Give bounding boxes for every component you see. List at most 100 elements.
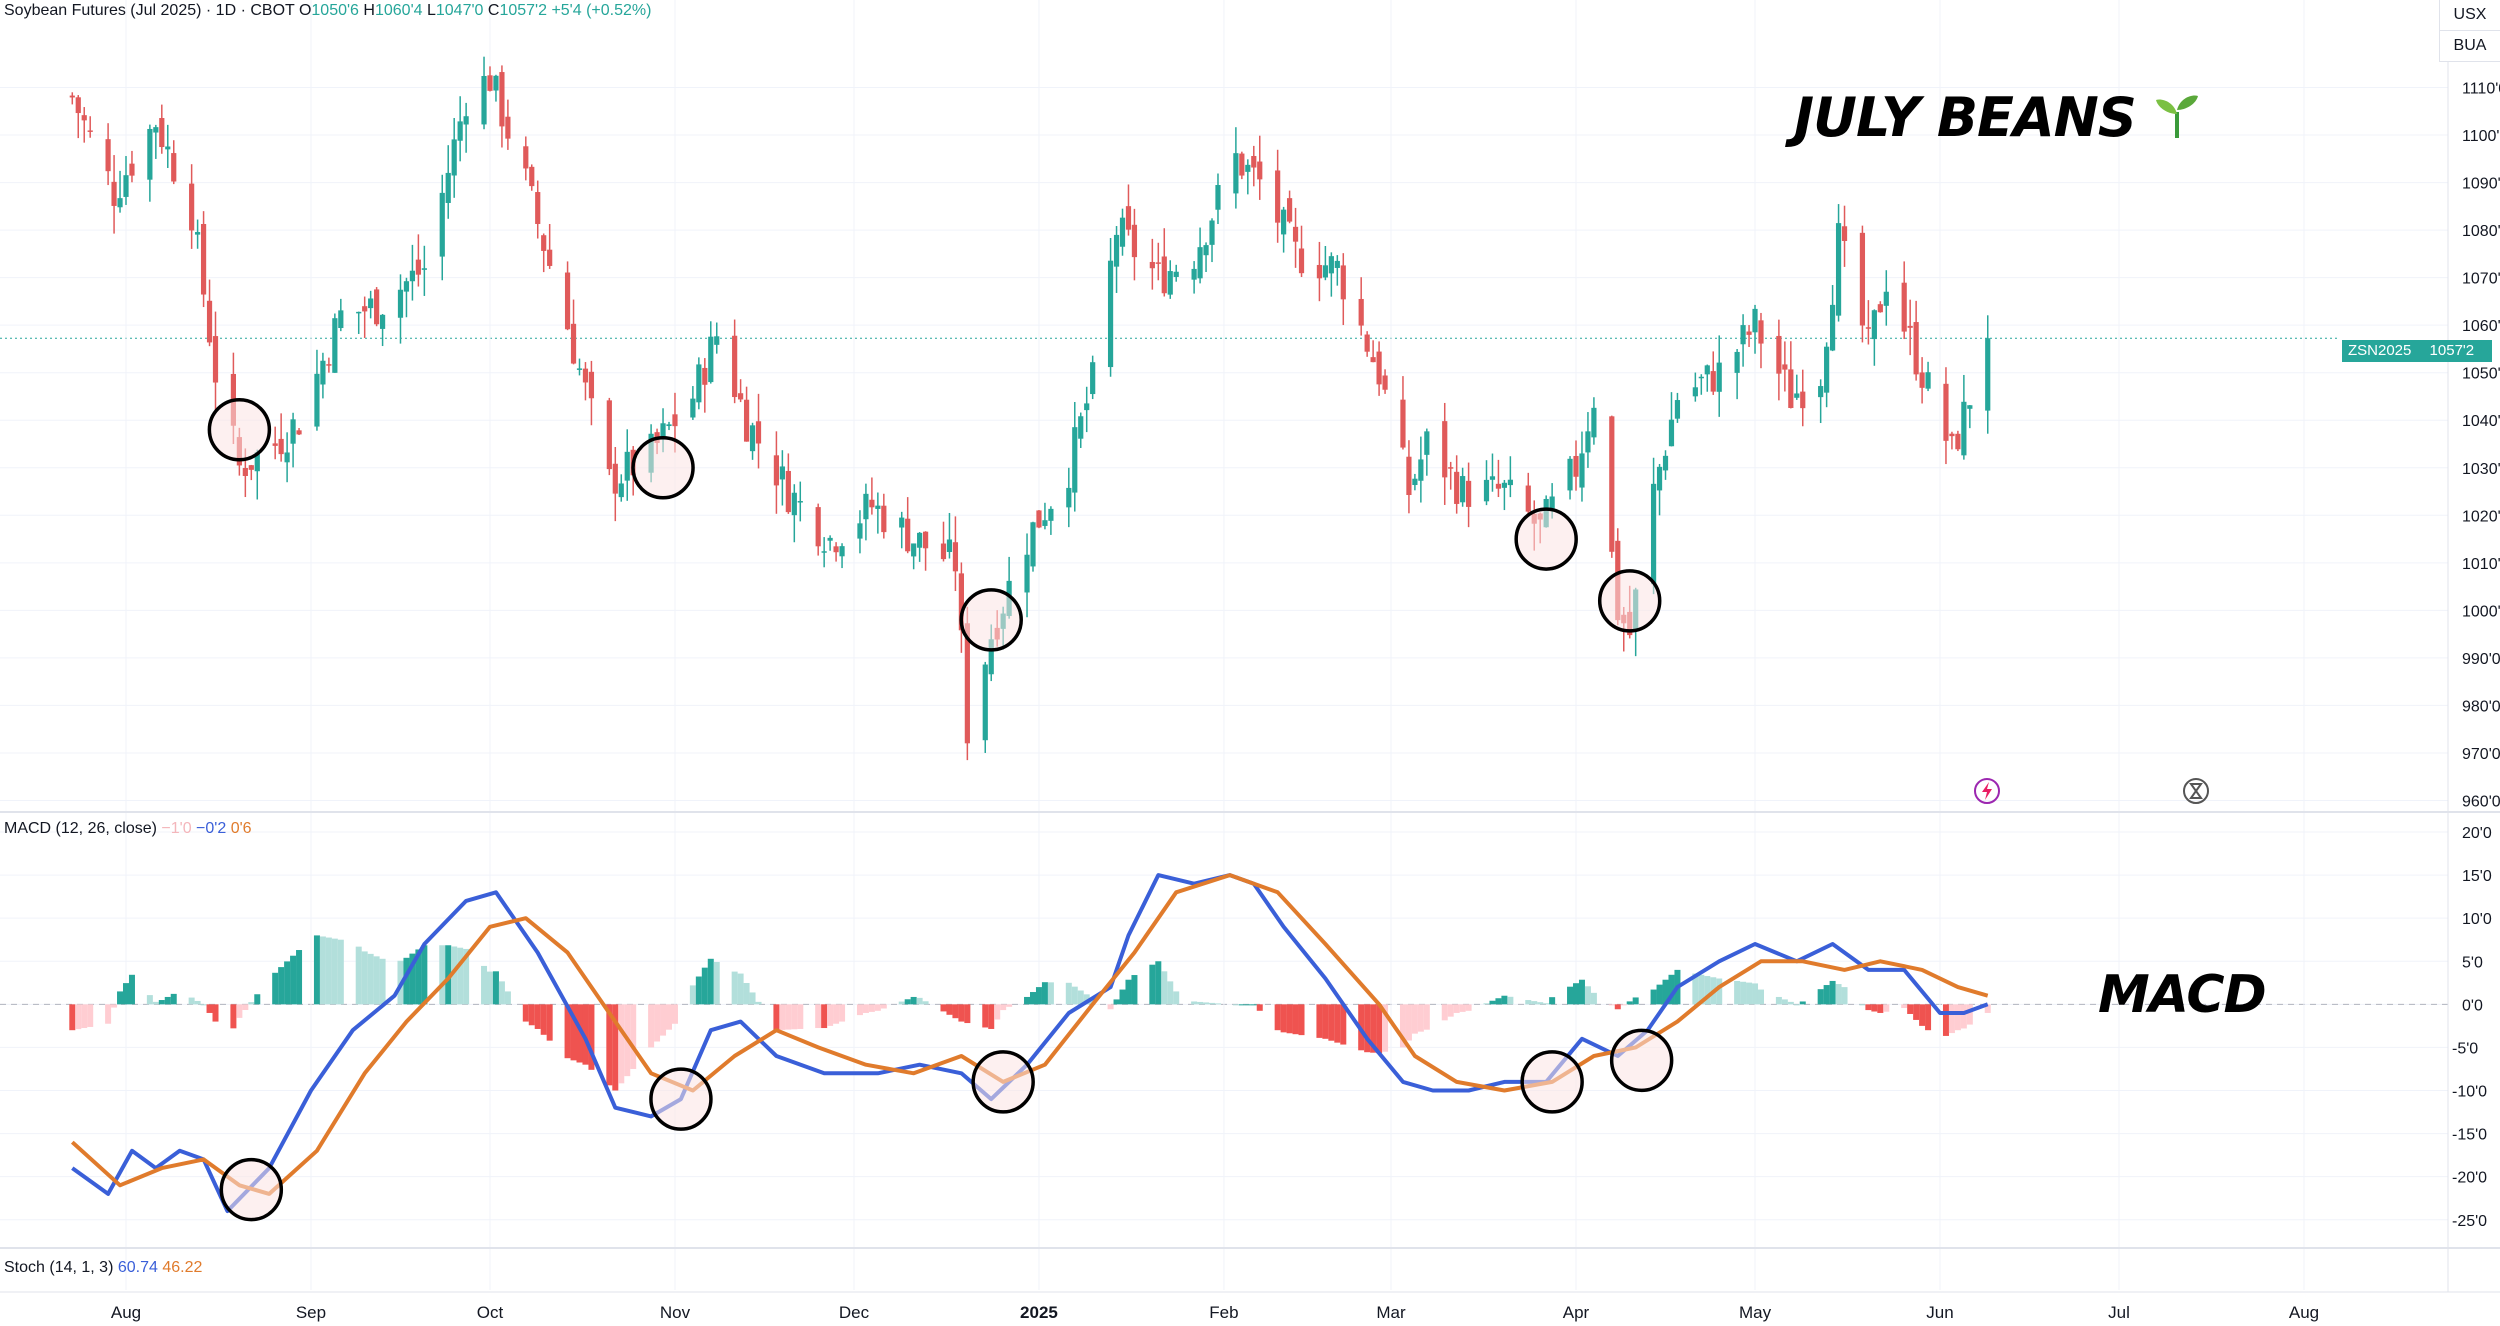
candle-body (1400, 399, 1406, 448)
candle-body (374, 289, 380, 325)
histogram-bar (1405, 1004, 1412, 1041)
candle-body (1841, 226, 1848, 242)
histogram-bar (1441, 1004, 1448, 1021)
candle-body (356, 311, 362, 314)
histogram-bar (1256, 1004, 1263, 1011)
price-tick-label: 1090'0 (2462, 176, 2500, 193)
close-label: C (487, 2, 500, 19)
pane-separators (0, 0, 2500, 1293)
histogram-bar (1203, 1002, 1210, 1005)
histogram-bar (666, 1004, 673, 1030)
sprout-icon (2155, 95, 2198, 138)
histogram-bar (278, 967, 285, 1005)
time-axis[interactable]: Aug Sep Oct Nov Dec 2025 Feb Mar Apr May Jun Jul Aug (111, 1303, 2319, 1322)
histogram-bar (1608, 1004, 1615, 1006)
histogram-bar (994, 1004, 1001, 1020)
histogram-bar (1214, 1003, 1221, 1005)
highlight-circle (207, 398, 272, 462)
histogram-bar (755, 1001, 762, 1005)
price-tick-label: 980'0 (2462, 698, 2500, 715)
histogram-bar (1752, 983, 1759, 1005)
candle-body (409, 270, 416, 282)
last-price-tag: ZSN2025 1057'2 (2342, 340, 2492, 362)
histogram-bar (1161, 971, 1168, 1005)
candle-body (69, 95, 75, 98)
highlight-circle (971, 1050, 1035, 1114)
stoch-legend[interactable]: Stoch (14, 1, 3) 60.74 46.22 (4, 1258, 202, 1278)
candle-body (857, 523, 863, 539)
histogram-bar (1871, 1004, 1878, 1012)
candle-body (1442, 421, 1448, 478)
open-value: 1050'6 (311, 2, 359, 19)
candle-body (1340, 265, 1346, 300)
candle-body (1203, 245, 1209, 256)
histogram-bar (117, 991, 124, 1005)
histogram-bar (1656, 984, 1663, 1005)
lightning-icon[interactable] (1972, 776, 2002, 806)
candle-body (1794, 393, 1800, 398)
macd-legend-signal: 0'6 (230, 820, 252, 837)
histogram-bar (827, 1004, 834, 1026)
histogram-bar (146, 995, 153, 1005)
candle-body (1483, 479, 1490, 502)
histogram-bar (1286, 1004, 1293, 1034)
candle-body (1698, 376, 1704, 379)
histogram-bar (880, 1004, 887, 1009)
price-tick-label: 1050'0 (2462, 366, 2500, 383)
histogram-bar (1877, 1004, 1884, 1013)
candle-body (1406, 456, 1412, 496)
highlight-circle (1597, 569, 1662, 633)
histogram-bar (254, 994, 261, 1005)
macd-legend[interactable]: MACD (12, 26, close) −1'0 −0'2 0'6 (4, 819, 252, 839)
histogram-bar (779, 1004, 786, 1030)
histogram-bar (236, 1004, 243, 1018)
histogram-bar (1411, 1004, 1418, 1034)
candle-body (911, 543, 917, 557)
candle-body (1818, 386, 1824, 398)
histogram-bar (898, 1001, 905, 1005)
histogram-bar (546, 1004, 553, 1041)
candle-body (165, 146, 171, 150)
candle-body (1788, 369, 1794, 408)
histogram-bar (737, 973, 744, 1005)
unit-button[interactable]: BUA (2439, 31, 2500, 62)
candle-body (1662, 455, 1669, 471)
candle-body (952, 542, 959, 572)
price-tick-label: 990'0 (2462, 651, 2500, 668)
hourglass-icon[interactable] (2181, 776, 2211, 806)
macd-tick-label: 10'0 (2462, 911, 2492, 928)
price-tick-label: 1010'0 (2462, 556, 2500, 573)
histogram-bar (839, 1004, 846, 1022)
candle-body (200, 223, 207, 295)
histogram-bar (958, 1004, 965, 1022)
candle-body (1078, 416, 1084, 439)
currency-button[interactable]: USX (2439, 0, 2500, 31)
histogram-bar (1662, 979, 1669, 1005)
price-axis[interactable]: 1110'0 1100'0 1090'0 1080'0 1070'0 1060'0 1050… (2462, 81, 2500, 811)
histogram-bar (75, 1004, 82, 1030)
histogram-bar (940, 1004, 947, 1012)
symbol-legend[interactable]: Soybean Futures (Jul 2025) · 1D · CBOT O… (4, 0, 651, 22)
symbol-title[interactable]: Soybean Futures (Jul 2025) · 1D · CBOT (4, 2, 295, 19)
candle-body (1173, 271, 1179, 277)
candle-body (1943, 383, 1949, 441)
histogram-bar (200, 1004, 207, 1006)
price-tick-label: 960'0 (2462, 793, 2500, 810)
macd-axis[interactable]: 20'0 15'0 10'0 5'0 0'0 -5'0 -10'0 -15'0 -20'0 -25… (2452, 825, 2492, 1230)
histogram-bar (1340, 1004, 1347, 1045)
candle-body (499, 72, 505, 127)
histogram-bar (1083, 994, 1090, 1005)
candle-body (1800, 391, 1806, 409)
candle-body (1507, 479, 1513, 486)
candle-body (1155, 262, 1161, 264)
candle-body (1125, 206, 1132, 230)
histogram-bar (1328, 1004, 1335, 1041)
histogram-bar (1632, 997, 1639, 1005)
candle-body (1501, 482, 1508, 488)
histogram-bar (1149, 964, 1156, 1005)
candle-body (523, 146, 529, 169)
macd-tick-label: 5'0 (2462, 954, 2483, 971)
histogram-bar (504, 991, 511, 1005)
histogram-bar (731, 971, 738, 1005)
